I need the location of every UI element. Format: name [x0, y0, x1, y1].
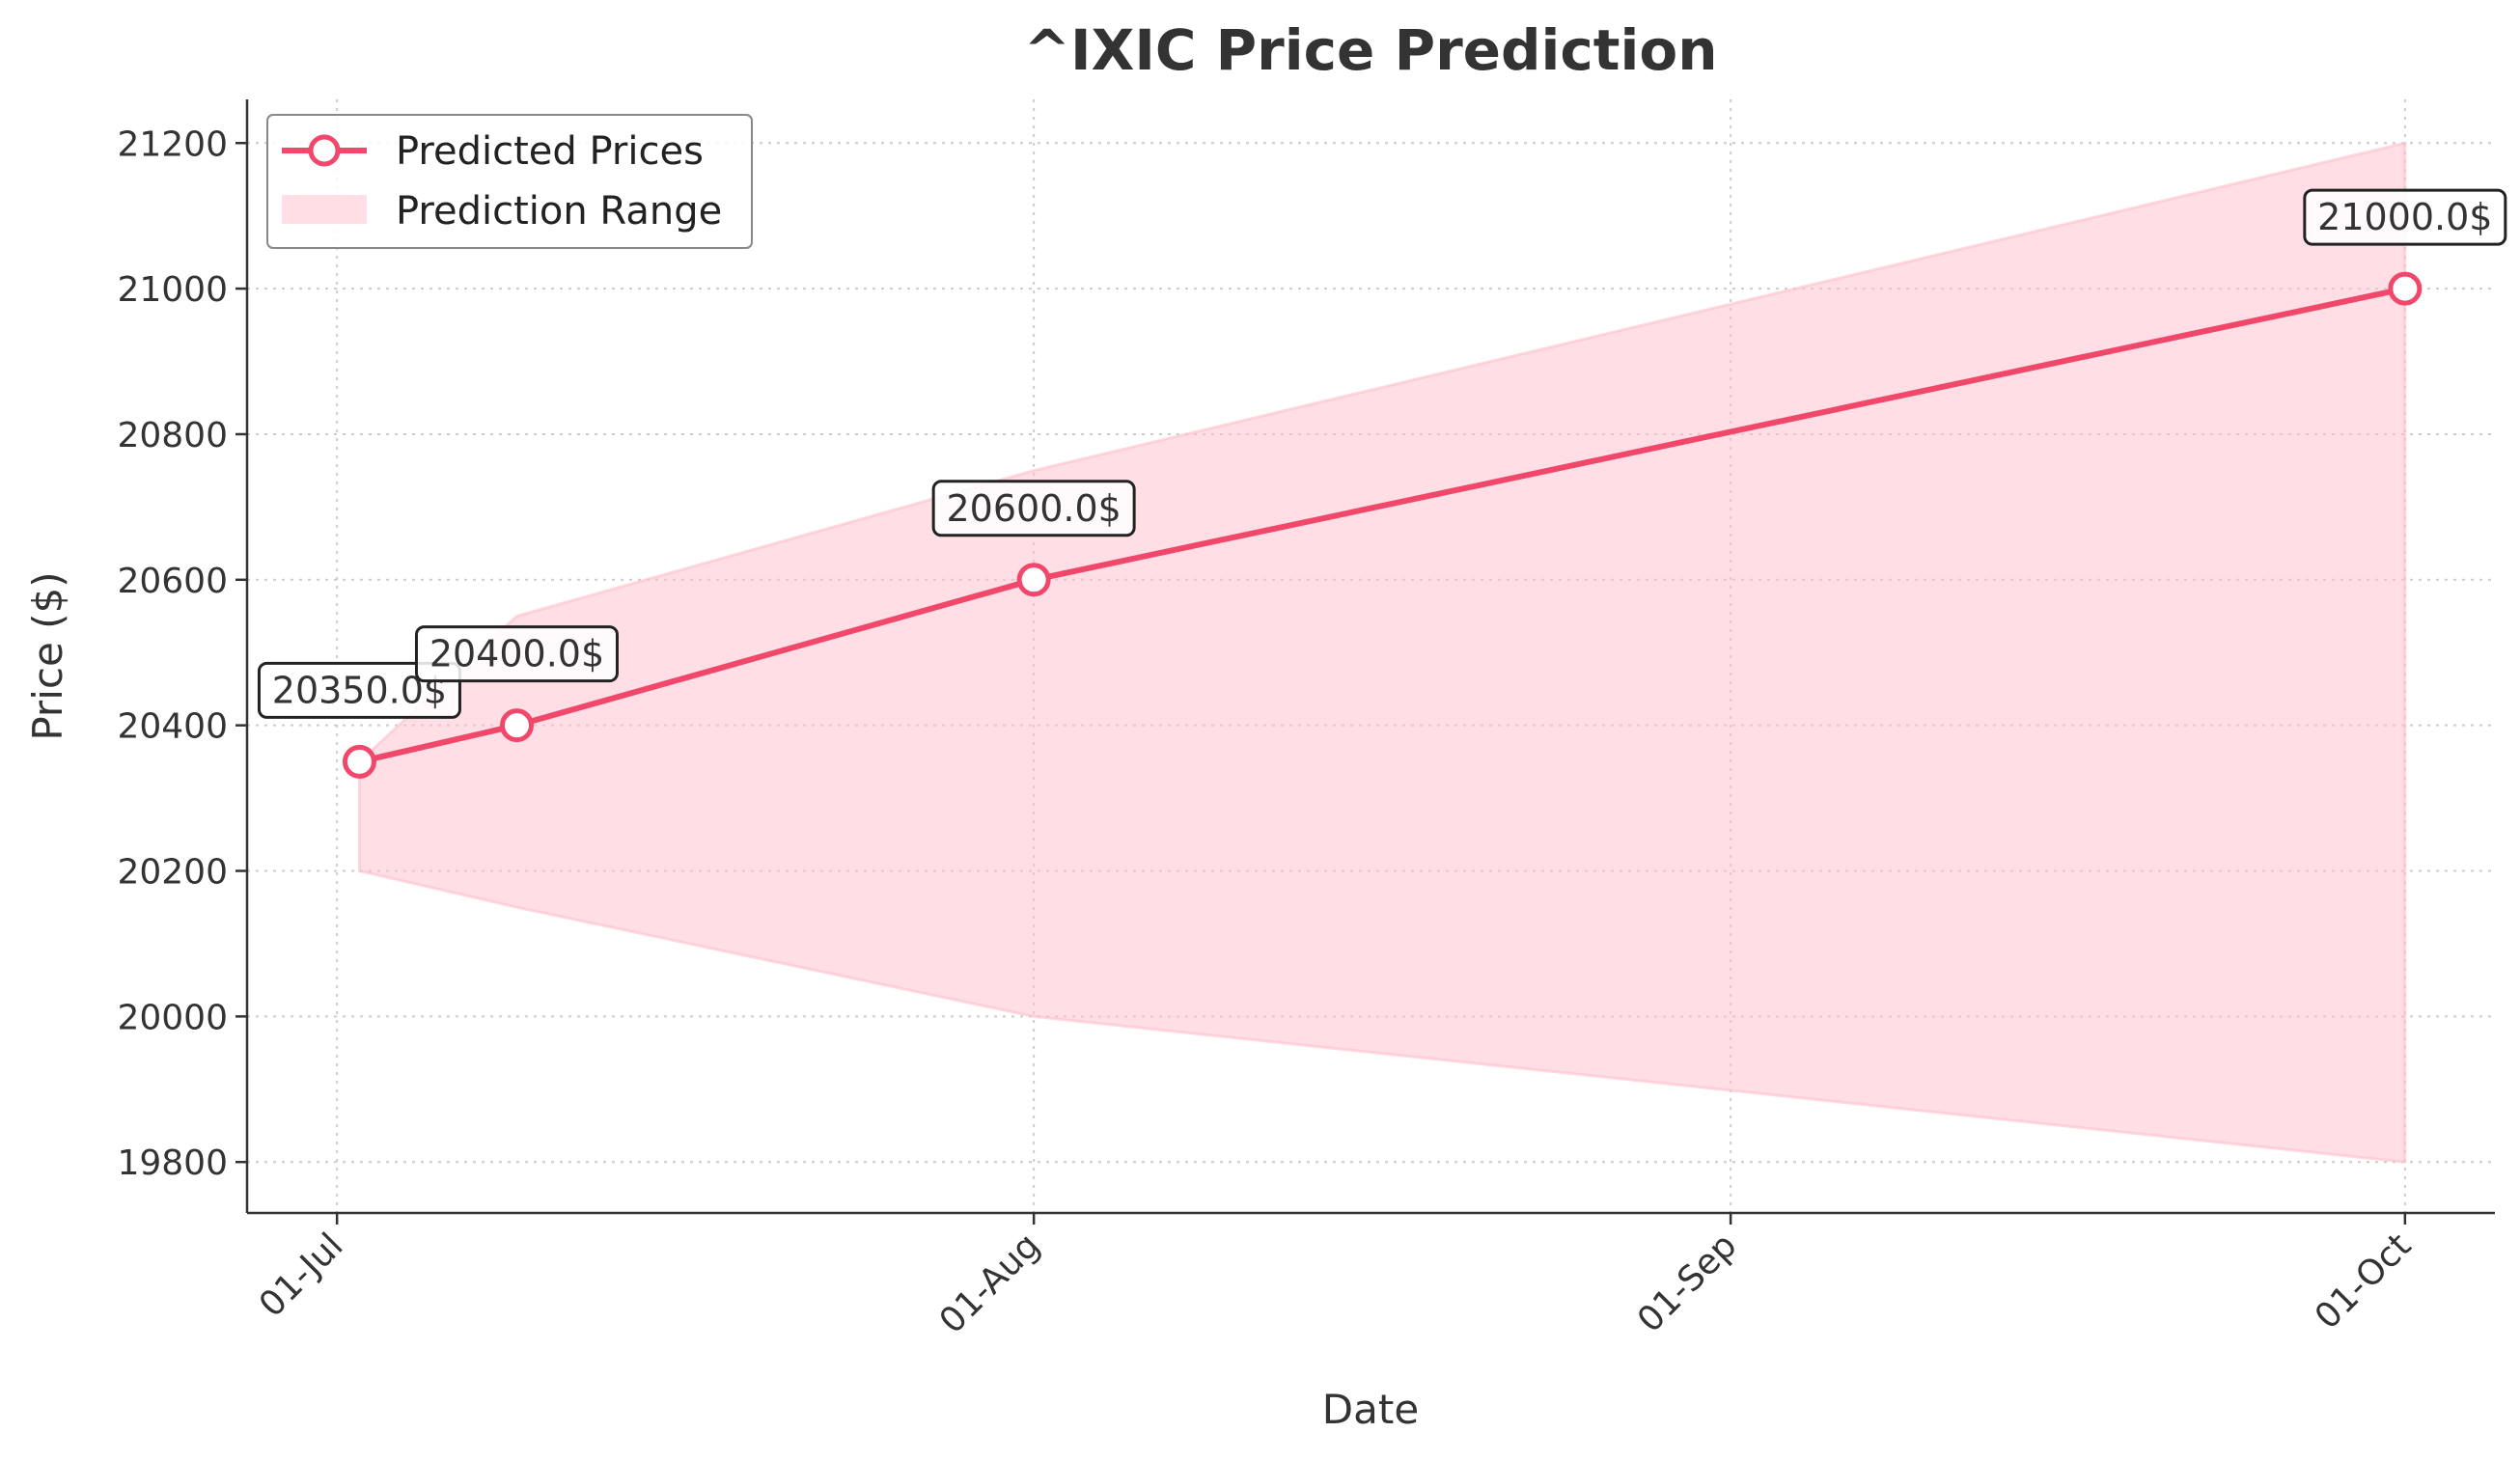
- data-labels: 20350.0$20400.0$ 20600.0$ 21000.0$: [257, 188, 2507, 719]
- data-label-box: [931, 480, 1136, 537]
- legend-marker-swatch: [308, 134, 341, 167]
- y-tick-label: 20800: [117, 416, 228, 455]
- x-axis-label: Date: [1322, 1386, 1419, 1433]
- data-label: 20350.0$: [257, 661, 461, 719]
- data-label-box: [414, 625, 619, 683]
- y-tick-label: 20600: [117, 562, 228, 601]
- y-tick-label: 20200: [117, 853, 228, 893]
- predicted-prices-line: [358, 286, 2406, 765]
- chart-title: ^IXIC Price Prediction: [1023, 17, 1717, 83]
- y-tick-label: 20000: [117, 998, 228, 1037]
- y-ticks: 19800 20000 20200 20400 20600 20800 21000 21200: [117, 124, 247, 1183]
- data-label: 20600.0$: [931, 480, 1136, 537]
- x-tick-label: 01-Jul: [252, 1226, 351, 1325]
- y-tick-label: 20400: [117, 707, 228, 747]
- legend-range-swatch: [282, 195, 367, 224]
- predicted-price-point: [1016, 563, 1051, 597]
- data-label-box: [2303, 188, 2507, 246]
- data-label-text: 21000.0$: [2317, 196, 2492, 238]
- legend-box: [266, 114, 753, 249]
- x-tick-label: 01-Sep: [1630, 1226, 1745, 1340]
- x-tick-label: 01-Oct: [2308, 1226, 2419, 1336]
- x-tick-label: 01-Aug: [932, 1226, 1048, 1341]
- legend: Predicted Prices Prediction Range: [266, 114, 753, 249]
- data-label-box: [257, 661, 461, 719]
- predicted-price-point: [499, 708, 534, 743]
- predicted-price-point: [342, 744, 376, 779]
- y-tick-label: 19800: [117, 1143, 228, 1183]
- x-ticks: 01-Jul 01-Aug 01-Sep 01-Oct: [252, 1213, 2419, 1341]
- prediction-range-area: [357, 141, 2407, 1164]
- y-tick-label: 21000: [117, 270, 228, 310]
- predicted-prices-points: [342, 271, 2423, 779]
- data-label: 21000.0$: [2303, 188, 2507, 246]
- data-label: 20400.0$: [414, 625, 619, 683]
- y-axis-label: Price ($): [24, 571, 71, 740]
- predicted-prices-polyline: [358, 286, 2406, 765]
- predicted-price-point: [2388, 271, 2423, 306]
- legend-label-prediction-range: Prediction Range: [396, 189, 722, 234]
- axes: [245, 99, 2495, 1215]
- legend-label-predicted-prices: Predicted Prices: [396, 129, 704, 174]
- prediction-range-band: [357, 141, 2407, 1164]
- y-tick-label: 21200: [117, 124, 228, 164]
- data-label-text: 20400.0$: [429, 633, 604, 675]
- data-label-text: 20600.0$: [946, 487, 1121, 530]
